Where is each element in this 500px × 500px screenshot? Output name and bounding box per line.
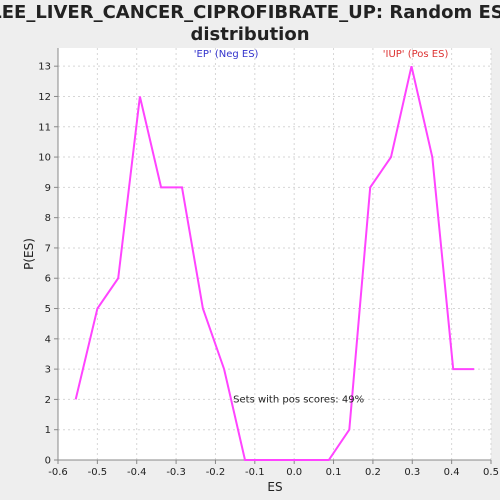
y-tick-label: 12: [38, 92, 51, 103]
y-tick-label: 0: [45, 456, 51, 467]
series-layer: [74, 65, 475, 461]
x-tick-label: 0.0: [286, 467, 302, 478]
annotations: 'EP' (Neg ES) 'IUP' (Pos ES) Sets with pos…: [194, 49, 449, 405]
x-tick-label: 0.1: [326, 467, 342, 478]
chart-title-line-2: distribution: [190, 24, 309, 45]
x-tick-label: 0.5: [483, 467, 499, 478]
y-tick-label: 13: [38, 62, 51, 73]
x-tick-label: -0.4: [127, 467, 147, 478]
x-tick-label: -0.1: [245, 467, 265, 478]
y-tick-label: 11: [38, 122, 51, 133]
y-axis-label: P(ES): [22, 238, 36, 270]
x-tick-label: 0.3: [404, 467, 420, 478]
x-axis-ticks: -0.6 -0.5 -0.4 -0.3 -0.2 -0.1 0.0 0.1 0.2 0.3 0.4 0…: [48, 460, 499, 478]
x-axis-label: ES: [267, 480, 282, 494]
chart-annotation: 'IUP' (Pos ES): [383, 49, 449, 60]
y-tick-label: 7: [45, 243, 51, 254]
y-tick-label: 6: [45, 274, 51, 285]
series-line: [74, 65, 475, 461]
x-tick-label: -0.2: [206, 467, 226, 478]
chart-title-line-1: LEE_LIVER_CANCER_CIPROFIBRATE_UP: Random…: [0, 2, 500, 23]
y-tick-label: 9: [45, 183, 51, 194]
x-tick-label: -0.6: [48, 467, 68, 478]
y-tick-label: 2: [45, 395, 51, 406]
plot-area: [58, 48, 491, 460]
x-tick-label: 0.4: [444, 467, 460, 478]
chart-annotation: Sets with pos scores: 49%: [233, 394, 364, 405]
x-tick-label: 0.2: [365, 467, 381, 478]
x-tick-label: -0.3: [166, 467, 186, 478]
chart-annotation: 'EP' (Neg ES): [194, 49, 259, 60]
x-tick-label: -0.5: [88, 467, 108, 478]
y-tick-label: 1: [45, 425, 51, 436]
y-tick-label: 8: [45, 213, 51, 224]
y-tick-label: 10: [38, 153, 51, 164]
y-tick-label: 4: [45, 334, 51, 345]
y-tick-label: 3: [45, 365, 51, 376]
y-tick-label: 5: [45, 304, 51, 315]
